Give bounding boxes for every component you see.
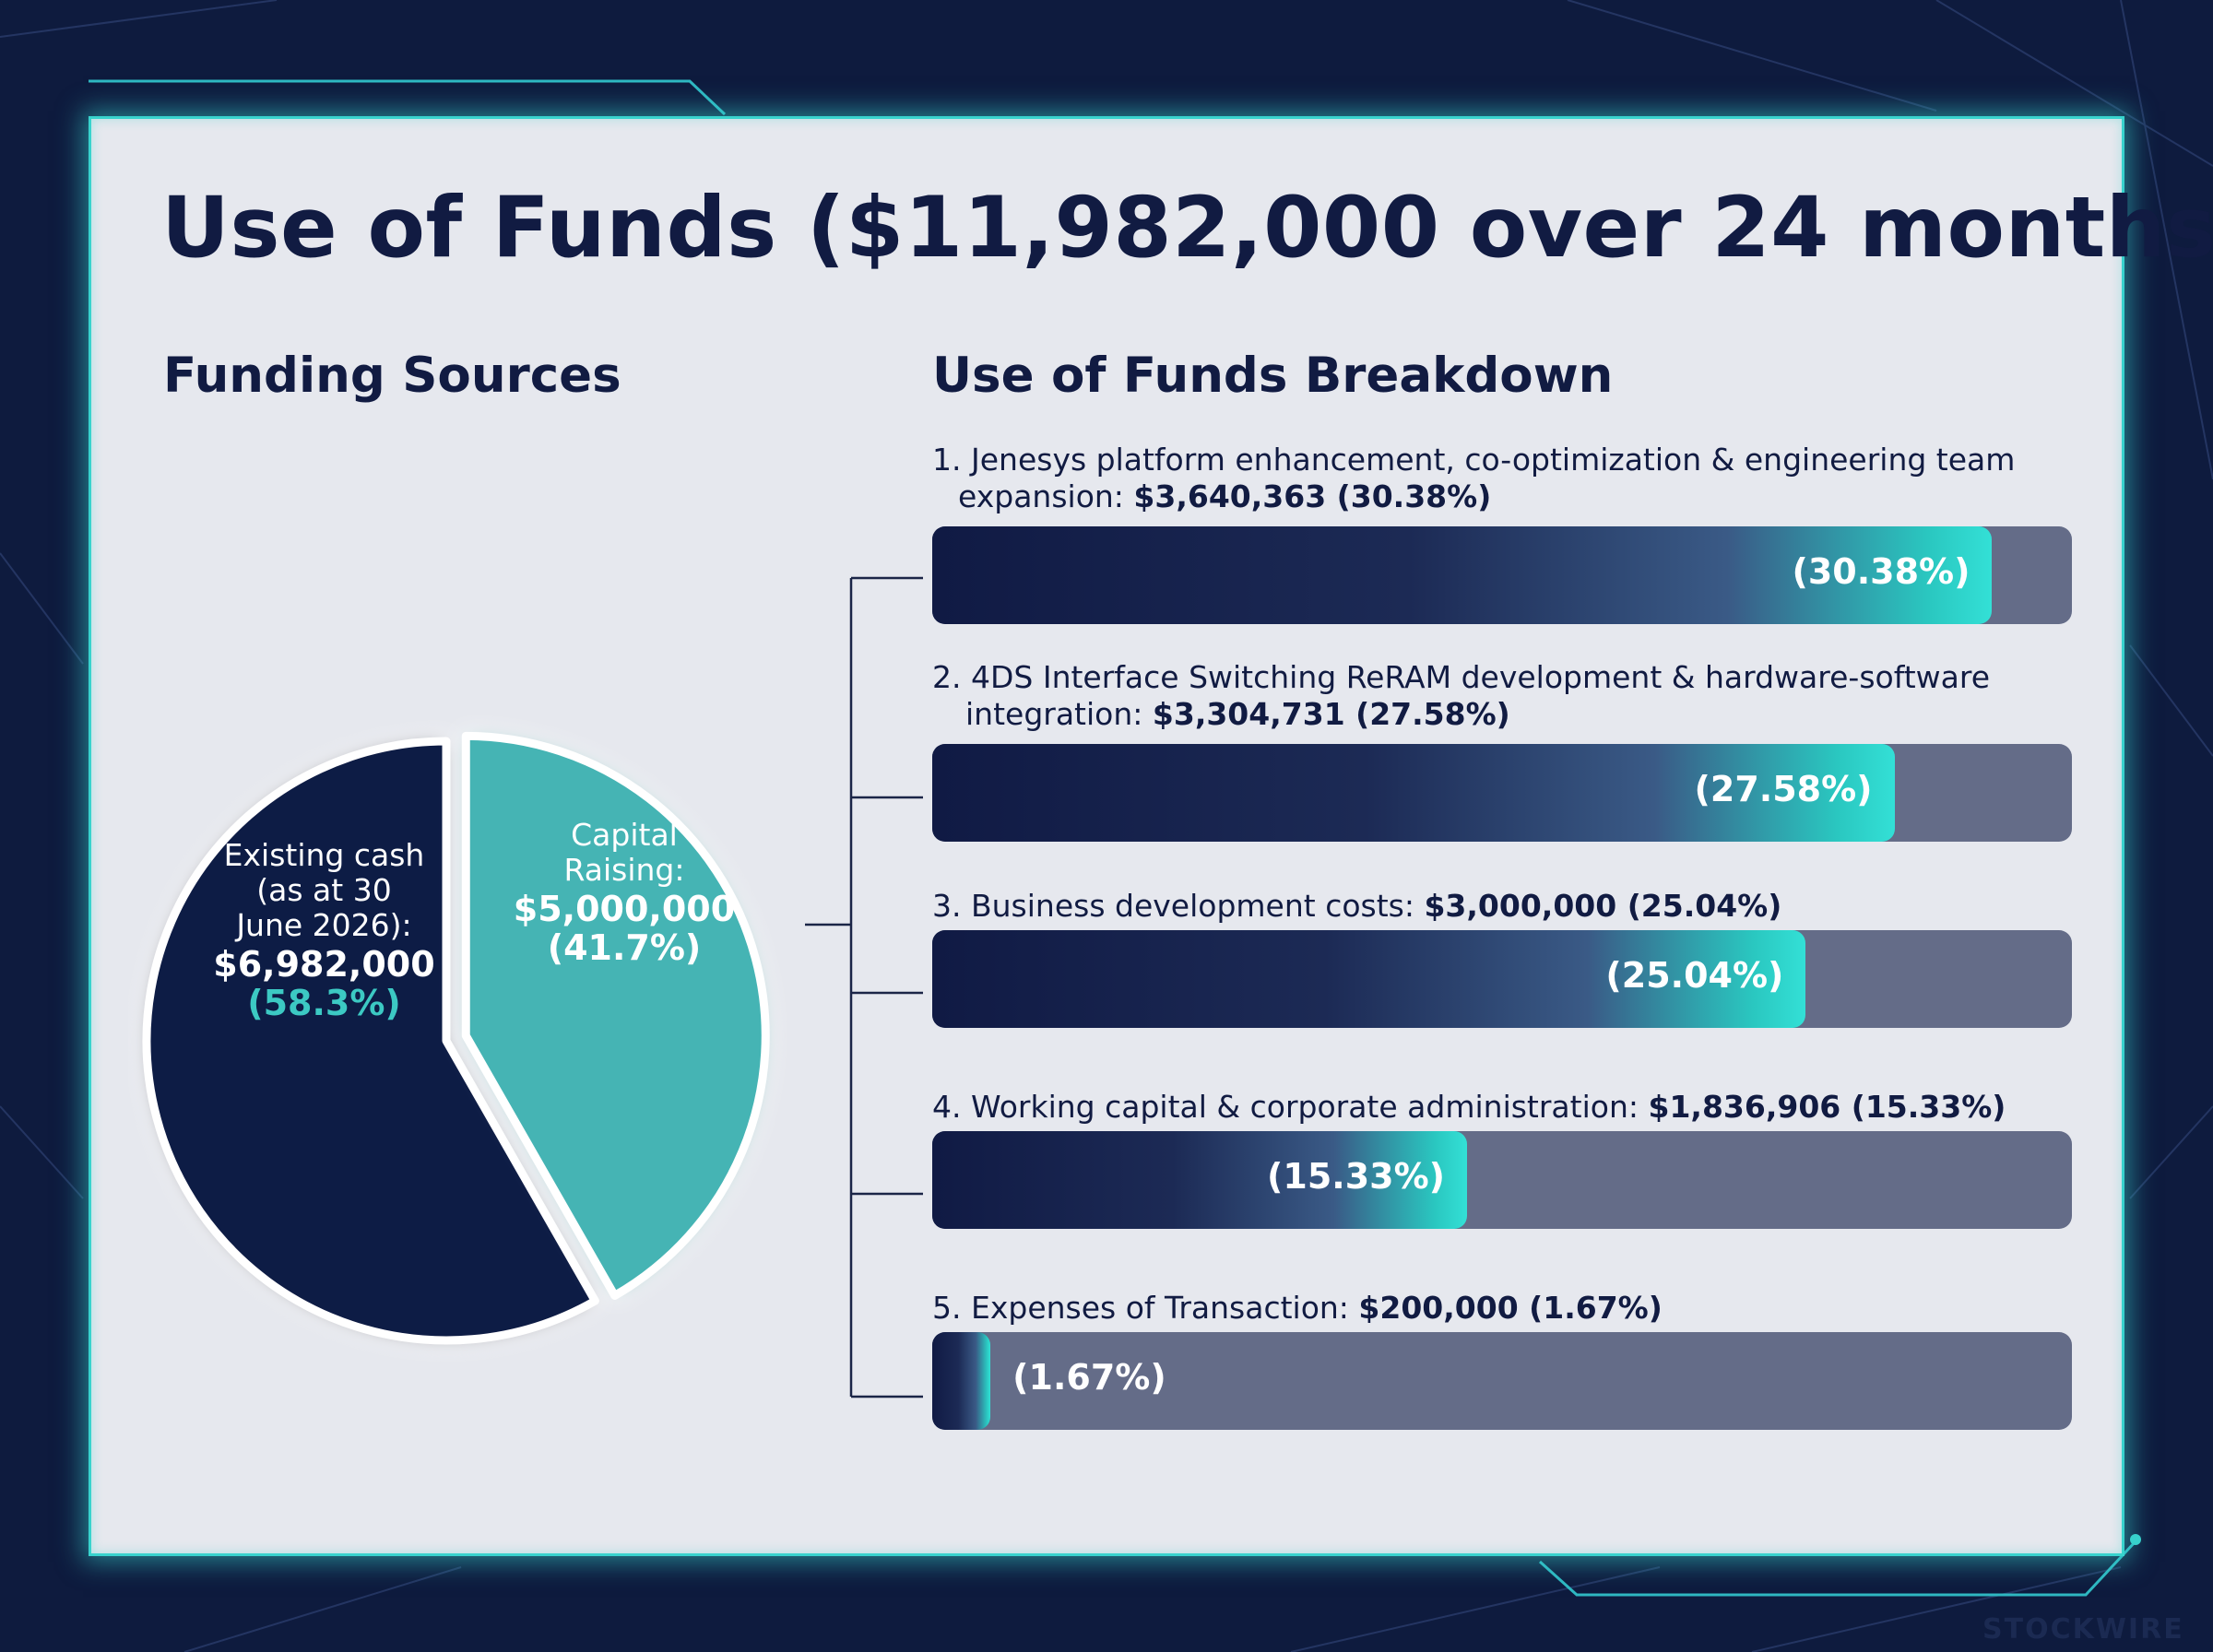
item-value: $1,836,906 (15.33%) (1648, 1089, 2006, 1125)
bar-fill (932, 1131, 1468, 1229)
use-of-funds-item: 3. Business development costs: $3,000,00… (932, 888, 2076, 1028)
bar-fill (932, 1332, 991, 1430)
bar-track: (1.67%) (932, 1332, 2072, 1430)
item-description: Working capital & corporate administrati… (971, 1089, 1649, 1125)
existing-cash-label-line: (as at 30 (256, 872, 392, 908)
item-number: 3. (932, 888, 962, 924)
item-number: 4. (932, 1089, 962, 1125)
item-description-cont: integration: (965, 696, 1153, 732)
stockwire-watermark: STOCKWIRE (1982, 1613, 2184, 1646)
item-value: $3,304,731 (27.58%) (1152, 696, 1510, 732)
bar-percent-label: (1.67%) (1012, 1357, 1166, 1398)
bar-percent-label: (25.04%) (1605, 955, 1784, 996)
item-label: 3. Business development costs: $3,000,00… (932, 888, 2076, 925)
existing-cash-label-line: Existing cash (223, 837, 425, 873)
use-of-funds-breakdown-heading: Use of Funds Breakdown (932, 348, 1614, 404)
item-label: 5. Expenses of Transaction: $200,000 (1.… (932, 1290, 2076, 1327)
bar-track: (30.38%) (932, 526, 2072, 624)
existing-cash-amount: $6,982,000 (213, 944, 435, 985)
funding-sources-heading: Funding Sources (163, 348, 621, 404)
use-of-funds-item: 2. 4DS Interface Switching ReRAM develop… (932, 659, 2076, 842)
use-of-funds-item: 5. Expenses of Transaction: $200,000 (1.… (932, 1290, 2076, 1430)
item-number: 1. (932, 442, 962, 478)
capital-raising-label-line: Capital (571, 817, 678, 853)
item-description: Jenesys platform enhancement, co-optimiz… (971, 442, 2016, 478)
item-label: 1. Jenesys platform enhancement, co-opti… (932, 442, 2076, 515)
bar-track: (15.33%) (932, 1131, 2072, 1229)
capital-raising-slice (461, 731, 770, 1300)
existing-cash-slice-label: Existing cash (as at 30 June 2026): $6,9… (193, 838, 456, 1021)
item-description-cont: expansion: (958, 478, 1134, 514)
page-title: Use of Funds ($11,982,000 over 24 months… (161, 180, 2213, 277)
use-of-funds-item: 4. Working capital & corporate administr… (932, 1089, 2076, 1229)
existing-cash-label-line: June 2026): (236, 907, 412, 943)
item-value: $200,000 (1.67%) (1358, 1290, 1663, 1326)
item-value: $3,000,000 (25.04%) (1424, 888, 1782, 924)
item-description: Expenses of Transaction: (971, 1290, 1359, 1326)
bar-track: (25.04%) (932, 930, 2072, 1028)
item-number: 2. (932, 659, 962, 695)
item-label: 4. Working capital & corporate administr… (932, 1089, 2076, 1126)
item-label: 2. 4DS Interface Switching ReRAM develop… (932, 659, 2076, 733)
capital-raising-slice-label: Capital Raising: $5,000,000 (41.7%) (504, 817, 744, 968)
item-value: $3,640,363 (30.38%) (1133, 478, 1492, 514)
capital-raising-label-line: Raising: (563, 852, 685, 888)
item-description: 4DS Interface Switching ReRAM developmen… (971, 659, 1991, 695)
bar-fill (932, 526, 1993, 624)
content-panel: Use of Funds ($11,982,000 over 24 months… (89, 116, 2213, 1556)
bar-track: (27.58%) (932, 744, 2072, 842)
bar-percent-label: (30.38%) (1792, 551, 1970, 592)
item-number: 5. (932, 1290, 962, 1326)
existing-cash-percent: (58.3%) (247, 983, 401, 1023)
use-of-funds-item: 1. Jenesys platform enhancement, co-opti… (932, 442, 2076, 624)
item-description: Business development costs: (971, 888, 1425, 924)
capital-raising-percent: (41.7%) (547, 927, 702, 968)
bar-fill (932, 744, 1895, 842)
capital-raising-amount: $5,000,000 (513, 889, 736, 929)
bar-percent-label: (15.33%) (1267, 1156, 1446, 1197)
bar-fill (932, 930, 1806, 1028)
funding-sources-pie-chart (142, 731, 770, 1345)
existing-cash-slice (142, 737, 599, 1345)
bar-percent-label: (27.58%) (1694, 769, 1873, 809)
